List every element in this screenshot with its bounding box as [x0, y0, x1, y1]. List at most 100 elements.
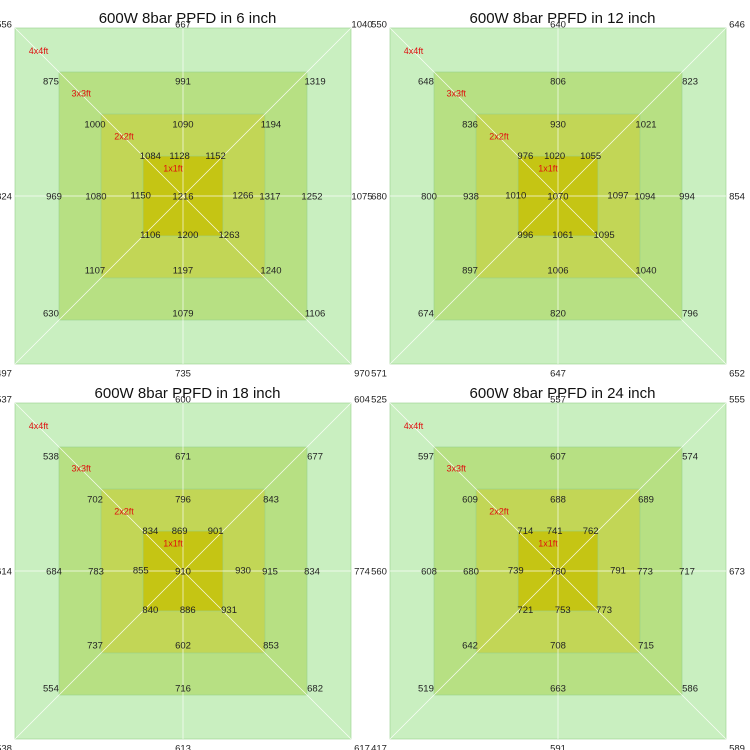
zone-label: 1x1ft	[163, 163, 183, 173]
ppfd-value: 608	[421, 567, 437, 578]
ppfd-value: 721	[517, 605, 533, 616]
zone-label: 4x4ft	[29, 421, 49, 431]
ppfd-value: 1094	[634, 192, 655, 203]
ppfd-value: 586	[682, 684, 698, 695]
ppfd-value: 1266	[232, 191, 253, 202]
ppfd-value: 600	[175, 395, 191, 406]
ppfd-value: 1010	[505, 191, 526, 202]
ppfd-value: 1075	[351, 192, 372, 203]
ppfd-grid-diagram: 4x4ft 3x3ft 2x2ft 1x1ft 537 600 604 614 774 538 61…	[0, 395, 370, 750]
panel-title: 600W 8bar PPFD in 6 inch	[98, 10, 277, 27]
ppfd-value: 855	[133, 566, 149, 577]
ppfd-value: 897	[462, 266, 478, 277]
ppfd-value: 525	[371, 395, 387, 406]
ppfd-value: 800	[421, 192, 437, 203]
ppfd-value: 796	[175, 495, 191, 506]
ppfd-value: 994	[679, 192, 695, 203]
ppfd-value: 834	[142, 526, 158, 537]
ppfd-value: 1194	[261, 120, 281, 131]
zone-label: 1x1ft	[163, 538, 183, 548]
ppfd-value: 557	[550, 395, 566, 406]
ppfd-value: 915	[262, 567, 278, 578]
ppfd-grid-diagram: 4x4ft 3x3ft 2x2ft 1x1ft 550 640 646 680 854 571 64…	[371, 20, 745, 380]
ppfd-value: 991	[175, 77, 191, 88]
ppfd-value: 1070	[547, 192, 568, 203]
ppfd-value: 682	[307, 684, 323, 695]
ppfd-value: 646	[729, 20, 745, 31]
ppfd-value: 875	[43, 77, 59, 88]
ppfd-value: 417	[371, 744, 387, 750]
ppfd-value: 1061	[552, 230, 573, 241]
panel-title: 600W 8bar PPFD in 12 inch	[469, 10, 656, 27]
ppfd-value: 869	[172, 526, 188, 537]
zone-label: 1x1ft	[538, 163, 558, 173]
ppfd-value: 1128	[169, 151, 189, 162]
ppfd-value: 806	[550, 77, 566, 88]
ppfd-value: 741	[547, 526, 563, 537]
ppfd-value: 1263	[219, 230, 240, 241]
ppfd-value: 783	[88, 567, 104, 578]
ppfd-value: 774	[354, 567, 370, 578]
zone-label: 2x2ft	[114, 506, 134, 516]
zone-label: 1x1ft	[538, 538, 558, 548]
ppfd-value: 607	[550, 452, 566, 463]
ppfd-value: 652	[729, 369, 745, 380]
ppfd-value: 931	[221, 605, 237, 616]
ppfd-value: 671	[175, 452, 191, 463]
ppfd-value: 642	[462, 641, 478, 652]
panel-title: 600W 8bar PPFD in 24 inch	[469, 385, 656, 402]
ppfd-value: 674	[418, 309, 434, 320]
ppfd-value: 538	[0, 744, 12, 750]
ppfd-value: 773	[637, 567, 653, 578]
ppfd-value: 1084	[140, 151, 161, 162]
ppfd-value: 708	[550, 641, 566, 652]
ppfd-value: 1150	[131, 191, 151, 202]
zone-label: 3x3ft	[447, 464, 467, 474]
ppfd-value: 780	[550, 567, 566, 578]
ppfd-value: 773	[596, 605, 612, 616]
ppfd-value: 970	[354, 369, 370, 380]
ppfd-grid-diagram: 4x4ft 3x3ft 2x2ft 1x1ft 556 667 1040 824 1075 497…	[0, 20, 373, 380]
ppfd-value: 648	[418, 77, 434, 88]
ppfd-value: 1106	[305, 309, 325, 320]
ppfd-value: 1079	[172, 309, 193, 320]
ppfd-value: 762	[583, 526, 599, 537]
ppfd-value: 1080	[85, 192, 106, 203]
ppfd-value: 976	[517, 151, 533, 162]
ppfd-value: 853	[263, 641, 279, 652]
ppfd-value: 538	[43, 452, 59, 463]
ppfd-value: 702	[87, 495, 103, 506]
ppfd-value: 537	[0, 395, 12, 406]
ppfd-value: 560	[371, 567, 387, 578]
ppfd-value: 574	[682, 452, 698, 463]
ppfd-value: 717	[679, 567, 695, 578]
ppfd-value: 597	[418, 452, 434, 463]
ppfd-value: 836	[462, 120, 478, 131]
ppfd-value: 554	[43, 684, 59, 695]
ppfd-value: 555	[729, 395, 745, 406]
ppfd-value: 571	[371, 369, 387, 380]
ppfd-value: 996	[517, 230, 533, 241]
ppfd-value: 1020	[544, 151, 565, 162]
ppfd-value: 1097	[607, 191, 628, 202]
ppfd-value: 840	[142, 605, 158, 616]
ppfd-value: 673	[729, 567, 745, 578]
zone-label: 2x2ft	[114, 131, 134, 141]
ppfd-value: 1317	[259, 192, 280, 203]
ppfd-value: 1252	[301, 192, 322, 203]
ppfd-value: 1106	[140, 230, 160, 241]
ppfd-value: 609	[462, 495, 478, 506]
ppfd-value: 613	[175, 744, 191, 750]
ppfd-value: 1006	[547, 266, 568, 277]
ppfd-value: 497	[0, 369, 12, 380]
ppfd-panel-12-inch: 600W 8bar PPFD in 12 inch 4x4ft 3x3ft 2x2f…	[371, 0, 750, 380]
ppfd-value: 735	[175, 369, 191, 380]
zone-label: 4x4ft	[404, 46, 424, 56]
ppfd-value: 824	[0, 192, 12, 203]
ppfd-value: 930	[235, 566, 251, 577]
panel-title: 600W 8bar PPFD in 18 inch	[94, 385, 281, 402]
ppfd-value: 1000	[84, 120, 105, 131]
zone-label: 3x3ft	[447, 89, 467, 99]
ppfd-value: 684	[46, 567, 62, 578]
zone-label: 4x4ft	[404, 421, 424, 431]
